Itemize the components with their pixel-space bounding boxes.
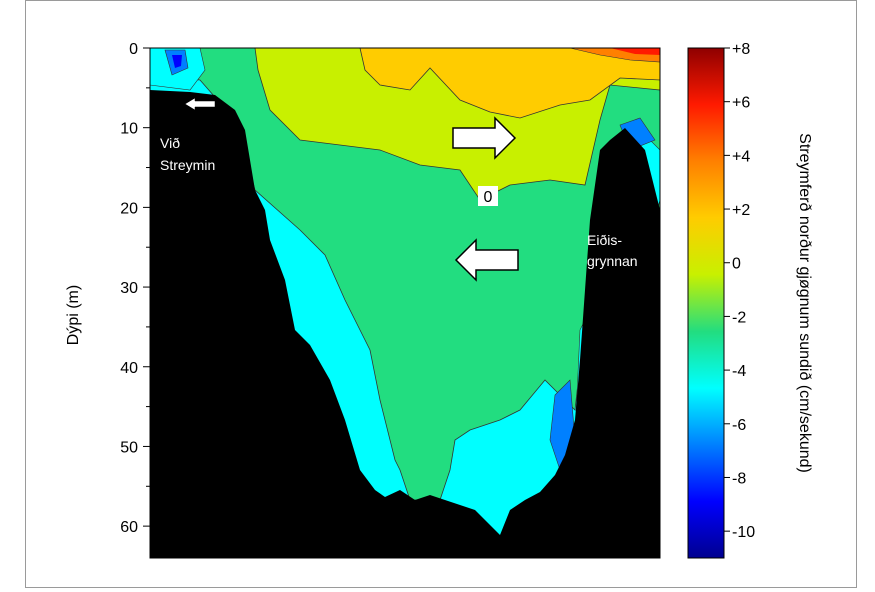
- colorbar-tick-label: +8: [732, 41, 750, 58]
- colorbar-tick-label: -2: [732, 309, 746, 326]
- colorbar-tick-label: 0: [732, 256, 741, 273]
- zero-label-bg: [478, 186, 498, 206]
- y-tick-label: 50: [120, 439, 138, 456]
- y-axis: 0 10 20 30 40 50 60: [120, 41, 150, 536]
- arrow-left-deep: [454, 238, 519, 282]
- colorbar-tick-label: +4: [732, 148, 750, 165]
- band-orange: [359, 47, 661, 119]
- y-tick-label: 10: [120, 121, 138, 138]
- colorbar: [687, 47, 725, 559]
- label-eidisgrynnan-line1: Eiðis-: [587, 232, 622, 248]
- colorbar-tick-label: -8: [732, 470, 746, 487]
- patch-darkblue-left: [172, 55, 182, 68]
- label-vid-streymin-line2: Streymin: [160, 157, 215, 173]
- colorbar-tick-label: +2: [732, 202, 750, 219]
- y-axis-title: Dýpi (m): [65, 285, 82, 345]
- colorbar-title: Streymferð norður gjøgnum sundið (cm/sek…: [796, 133, 813, 473]
- y-tick-label: 0: [129, 41, 138, 58]
- band-red: [610, 48, 660, 55]
- y-tick-label: 20: [120, 200, 138, 217]
- plot-border: [149, 47, 661, 559]
- y-tick-label: 60: [120, 519, 138, 536]
- y-tick-label: 30: [120, 280, 138, 297]
- seabed: [150, 90, 660, 558]
- colorbar-tick-label: -4: [732, 363, 746, 380]
- arrow-left-small: [184, 97, 216, 111]
- y-tick-label: 40: [120, 360, 138, 377]
- colorbar-tick-label: +6: [732, 95, 750, 112]
- label-vid-streymin-line1: Við: [160, 135, 180, 151]
- colorbar-axis: +8 +6 +4 +2 0 -2 -4 -6 -8 -10: [724, 41, 755, 541]
- colorbar-tick-label: -10: [732, 524, 755, 541]
- arrow-right-surface: [452, 116, 517, 160]
- zero-contour-label: 0: [484, 189, 493, 206]
- label-eidisgrynnan-line2: grynnan: [587, 253, 638, 269]
- colorbar-tick-label: -6: [732, 417, 746, 434]
